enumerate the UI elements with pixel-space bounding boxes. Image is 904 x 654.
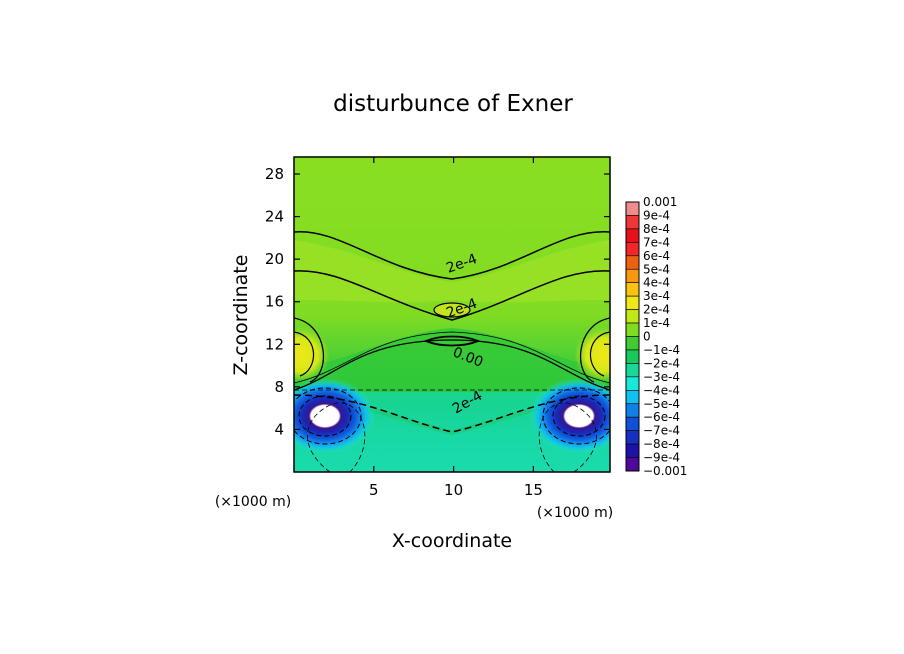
colorbar-label: 8e-4 (643, 222, 670, 236)
colorbar-label: 6e-4 (643, 249, 670, 263)
colorbar-swatch (625, 282, 640, 297)
colorbar-label: 1e-4 (643, 316, 670, 330)
contour-line (298, 395, 352, 437)
plot-frame (293, 156, 611, 473)
colorbar-swatch (625, 242, 640, 257)
colorbar-label: 7e-4 (643, 235, 670, 249)
y-tick-label: 12 (265, 335, 284, 353)
y-tick-label: 20 (265, 250, 284, 268)
colorbar-label: 5e-4 (643, 262, 670, 276)
vortex-min-left (294, 378, 375, 454)
x-tick-label: 15 (524, 481, 543, 499)
colorbar-label: −8e-4 (643, 437, 680, 451)
colorbar-swatch (625, 255, 640, 270)
y-unit-label: (×1000 m) (215, 494, 291, 510)
contour-line (294, 270, 610, 321)
colorbar-swatch (625, 430, 640, 445)
y-axis-ticks: 4 8 12 16 20 24 28 (265, 165, 610, 438)
colorbar-swatch (625, 457, 640, 472)
colorbar-frame (625, 201, 640, 472)
contour-line (552, 395, 606, 437)
chart-title: disturbunce of Exner (333, 91, 573, 117)
colorbar-swatch (625, 228, 640, 243)
colorbar-label: −6e-4 (643, 410, 680, 424)
contour-line (294, 331, 610, 384)
y-tick-label: 24 (265, 208, 284, 226)
contour-lines (294, 231, 610, 472)
colorbar-label: −2e-4 (643, 356, 680, 370)
colorbar-swatch (625, 376, 640, 391)
colorbar-swatch (625, 268, 640, 283)
colorbar-swatch (625, 363, 640, 378)
colorbar-swatch (625, 201, 640, 216)
x-tick-label: 10 (444, 481, 463, 499)
colorbar-label: −3e-4 (643, 370, 680, 384)
y-tick-label: 8 (274, 378, 284, 396)
colorbar-swatch (625, 295, 640, 310)
colorbar-label: 4e-4 (643, 276, 670, 290)
yellow-max-right (574, 327, 610, 383)
x-unit-label: (×1000 m) (537, 505, 613, 521)
colorbar-label: 0 (643, 330, 651, 344)
colorbar-swatch (625, 322, 640, 337)
colorbar-label: −0.001 (643, 464, 687, 478)
x-axis-label: X-coordinate (392, 530, 512, 552)
colorbar-swatch (625, 443, 640, 458)
colorbar-label: −4e-4 (643, 383, 680, 397)
colorbar-label: −1e-4 (643, 343, 680, 357)
contour-line (294, 339, 610, 391)
colorbar-swatch (625, 403, 640, 418)
colorbar-label: 3e-4 (643, 289, 670, 303)
colorbar-label: 2e-4 (643, 303, 670, 317)
light-green-band (294, 240, 610, 303)
y-tick-label: 28 (265, 165, 284, 183)
x-tick-label: 5 (369, 481, 379, 499)
contour-line (294, 387, 362, 445)
contour-line (294, 317, 610, 383)
colorbar-swatch (625, 416, 640, 431)
vortex-min-right (529, 378, 610, 454)
contour-line (307, 402, 366, 472)
contour-line (294, 331, 610, 377)
colorbar-label: 0.001 (643, 195, 677, 209)
colorbar-label: 9e-4 (643, 208, 670, 222)
colorbar: 0.0019e-48e-47e-46e-45e-44e-43e-42e-41e-… (625, 195, 687, 478)
x-axis-ticks: 5 10 15 (369, 157, 543, 499)
contour-line (433, 302, 471, 318)
colorbar-swatch (625, 215, 640, 230)
y-tick-label: 4 (274, 420, 284, 438)
colorbar-swatch (625, 336, 640, 351)
contour-line (542, 387, 610, 445)
yellow-max-center (434, 302, 470, 318)
deep-green-layer (294, 328, 610, 392)
colorbar-label: −9e-4 (643, 451, 680, 465)
colorbar-label: −5e-4 (643, 397, 680, 411)
y-tick-label: 16 (265, 293, 284, 311)
y-axis-label: Z-coordinate (230, 255, 252, 376)
contour-line (294, 231, 610, 280)
colorbar-swatch (625, 389, 640, 405)
contour-line (538, 402, 597, 472)
colorbar-swatch (625, 309, 640, 324)
colorbar-swatch (625, 349, 640, 364)
colorbar-label: −7e-4 (643, 424, 680, 438)
